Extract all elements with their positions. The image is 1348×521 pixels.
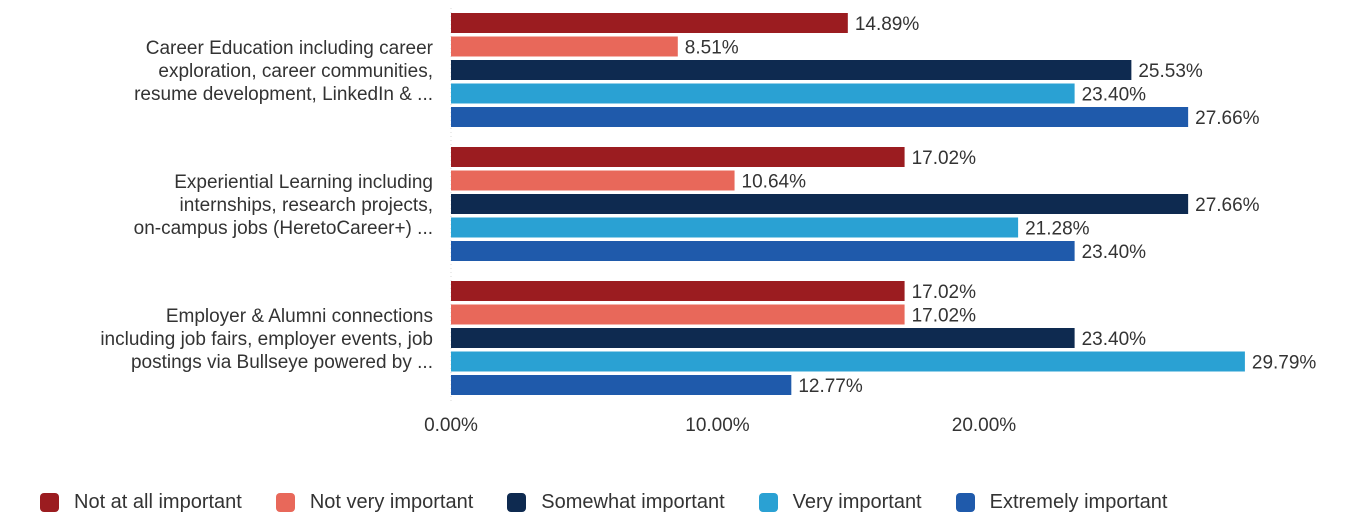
- legend-label: Very important: [792, 490, 922, 513]
- data-label: 14.89%: [855, 14, 920, 35]
- legend-swatch: [758, 492, 778, 512]
- legend-swatch: [40, 492, 59, 512]
- data-label: 23.40%: [1082, 242, 1147, 263]
- x-tick-label: 20.00%: [952, 415, 1017, 436]
- legend-item: Very important: [758, 490, 922, 514]
- bar: [451, 60, 1132, 80]
- legend-swatch: [275, 492, 295, 512]
- legend-swatch: [955, 492, 975, 512]
- x-tick-label: 10.00%: [685, 415, 750, 436]
- data-label: 27.66%: [1195, 108, 1260, 129]
- data-label: 21.28%: [1025, 219, 1090, 240]
- legend: Not at all important Not very important So…: [40, 489, 1167, 515]
- legend-item: Somewhat important: [507, 490, 725, 514]
- category-label-line: internships, research projects,: [179, 195, 433, 216]
- legend-label: Not at all important: [74, 490, 242, 513]
- data-label: 17.02%: [912, 306, 977, 327]
- category-label-line: including job fairs, employer events, jo…: [100, 329, 433, 350]
- bar: [451, 241, 1075, 261]
- bar: [451, 217, 1019, 238]
- bar: [451, 281, 905, 301]
- data-label: 23.40%: [1082, 329, 1147, 350]
- category-label-line: postings via Bullseye powered by ...: [130, 352, 433, 373]
- x-tick-label: 0.00%: [424, 415, 478, 436]
- category-label-line: on-campus jobs (HeretoCareer+) ...: [133, 218, 433, 239]
- bar: [451, 83, 1075, 104]
- category-label-line: exploration, career communities,: [158, 61, 433, 82]
- data-label: 27.66%: [1195, 195, 1260, 216]
- category-label-line: Career Education including career: [145, 38, 433, 59]
- data-label: 17.02%: [912, 148, 977, 169]
- category-label: Experiential Learning including internshi…: [0, 171, 433, 240]
- legend-item: Not very important: [275, 490, 474, 514]
- bar: [451, 107, 1189, 127]
- bar: [451, 36, 678, 57]
- bar: [451, 351, 1245, 372]
- data-label: 17.02%: [912, 282, 977, 303]
- legend-swatch: [507, 492, 527, 512]
- legend-label: Extremely important: [989, 490, 1168, 513]
- bar: [451, 194, 1189, 214]
- data-label: 10.64%: [742, 172, 807, 193]
- bar: [451, 147, 905, 167]
- legend-item: Extremely important: [955, 490, 1168, 514]
- data-label: 23.40%: [1082, 85, 1147, 106]
- category-label: Career Education including career explora…: [0, 37, 433, 106]
- category-label: Employer & Alumni connections including j…: [0, 305, 433, 374]
- legend-label: Somewhat important: [541, 490, 725, 513]
- category-label-line: resume development, LinkedIn & ...: [134, 84, 433, 105]
- bar: [451, 375, 792, 395]
- bar: [451, 13, 848, 33]
- legend-item: Not at all important: [40, 491, 242, 514]
- bar: [451, 304, 905, 325]
- category-label-line: Employer & Alumni connections: [165, 306, 433, 327]
- bar: [451, 170, 735, 191]
- legend-label: Not very important: [309, 490, 474, 513]
- data-label: 12.77%: [798, 376, 863, 397]
- bar: [451, 328, 1075, 348]
- data-label: 29.79%: [1252, 353, 1317, 374]
- data-label: 25.53%: [1138, 61, 1203, 82]
- data-label: 8.51%: [685, 38, 739, 59]
- category-label-line: Experiential Learning including: [174, 172, 433, 193]
